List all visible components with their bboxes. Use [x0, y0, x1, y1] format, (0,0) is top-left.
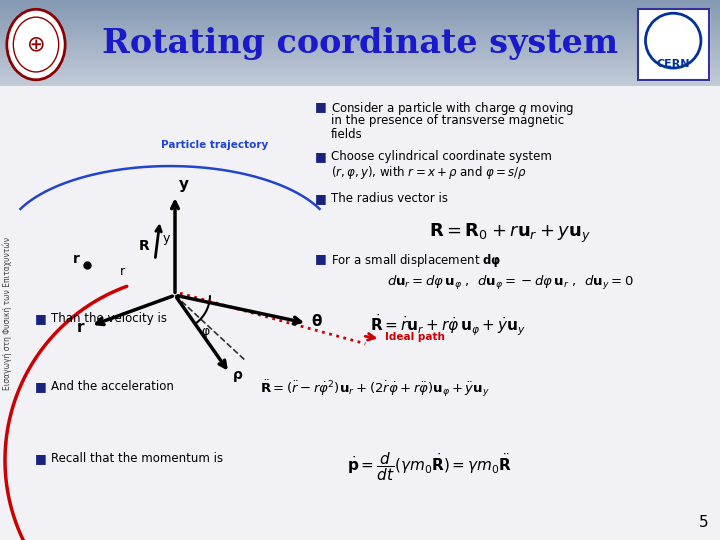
Bar — [0, 17, 720, 20]
Bar — [0, 80, 720, 84]
Bar — [0, 78, 720, 80]
Bar — [0, 26, 720, 29]
Text: Εισαγωγή στη Φυσική των Επιταχυντών: Εισαγωγή στη Φυσική των Επιταχυντών — [2, 237, 12, 390]
Text: $\ddot{\mathbf{R}} = (\ddot{r} - r\dot{\varphi}^2)\mathbf{u}_r + (2\dot{r}\dot{\: $\ddot{\mathbf{R}} = (\ddot{r} - r\dot{\… — [260, 378, 490, 399]
Bar — [0, 0, 720, 3]
Bar — [0, 72, 720, 75]
Text: ■: ■ — [35, 312, 47, 325]
Text: $d\mathbf{u}_r = d\varphi\,\mathbf{u}_\varphi$ ,  $d\mathbf{u}_\varphi = -d\varp: $d\mathbf{u}_r = d\varphi\,\mathbf{u}_\v… — [387, 274, 634, 292]
Text: R: R — [139, 239, 150, 253]
Text: Particle trajectory: Particle trajectory — [161, 140, 269, 150]
Text: 5: 5 — [698, 515, 708, 530]
Text: ■: ■ — [35, 452, 47, 465]
Text: And the acceleration: And the acceleration — [51, 380, 174, 393]
Text: r: r — [76, 320, 84, 335]
Text: Consider a particle with charge $q$ moving: Consider a particle with charge $q$ movi… — [331, 100, 575, 117]
Text: Choose cylindrical coordinate system: Choose cylindrical coordinate system — [331, 150, 552, 163]
Bar — [0, 84, 720, 86]
Text: ρ: ρ — [233, 368, 243, 382]
Bar — [0, 11, 720, 15]
Bar — [0, 52, 720, 55]
Bar — [0, 37, 720, 40]
Text: r: r — [120, 265, 125, 278]
Bar — [0, 40, 720, 43]
Text: ■: ■ — [35, 380, 47, 393]
Text: Rotating coordinate system: Rotating coordinate system — [102, 26, 618, 60]
Bar — [0, 9, 720, 11]
Text: Than the velocity is: Than the velocity is — [51, 312, 167, 325]
Bar — [0, 75, 720, 78]
Text: $\dot{\mathbf{p}} = \dfrac{d}{dt}(\gamma m_0 \dot{\mathbf{R}}) = \gamma m_0 \ddo: $\dot{\mathbf{p}} = \dfrac{d}{dt}(\gamma… — [347, 450, 513, 483]
Bar — [0, 49, 720, 52]
Text: ■: ■ — [315, 100, 327, 113]
Text: r: r — [73, 252, 80, 266]
Text: y: y — [179, 177, 189, 192]
Text: $(r,\varphi,y)$, with $r = x+\rho$ and $\varphi = s/\rho$: $(r,\varphi,y)$, with $r = x+\rho$ and $… — [331, 164, 527, 181]
Bar — [0, 6, 720, 9]
Text: ■: ■ — [315, 150, 327, 163]
Bar — [0, 60, 720, 63]
Text: For a small displacement $\mathbf{d\varphi}$: For a small displacement $\mathbf{d\varp… — [331, 252, 501, 269]
Bar — [0, 23, 720, 26]
Bar — [0, 32, 720, 35]
Bar — [0, 20, 720, 23]
Bar — [0, 46, 720, 49]
Text: ■: ■ — [315, 252, 327, 265]
Text: fields: fields — [331, 129, 363, 141]
Text: θ: θ — [311, 314, 321, 329]
Text: ■: ■ — [315, 192, 327, 205]
Bar — [0, 55, 720, 58]
Text: Recall that the momentum is: Recall that the momentum is — [51, 452, 223, 465]
Text: CERN: CERN — [657, 59, 690, 69]
Text: $\mathbf{R} = \mathbf{R}_0 + r\mathbf{u}_r + y\mathbf{u}_y$: $\mathbf{R} = \mathbf{R}_0 + r\mathbf{u}… — [429, 222, 591, 246]
Bar — [0, 29, 720, 32]
Text: Ideal path: Ideal path — [385, 332, 445, 342]
Text: ⊕: ⊕ — [27, 35, 45, 55]
Bar — [0, 69, 720, 72]
Bar — [0, 66, 720, 69]
Bar — [0, 63, 720, 66]
Bar — [0, 3, 720, 6]
Bar — [0, 35, 720, 37]
Text: $\dot{\mathbf{R}} = \dot{r}\mathbf{u}_r + r\dot{\varphi}\,\mathbf{u}_\varphi + \: $\dot{\mathbf{R}} = \dot{r}\mathbf{u}_r … — [370, 312, 526, 338]
Bar — [0, 43, 720, 46]
Text: y: y — [163, 232, 171, 245]
Bar — [0, 15, 720, 17]
Text: in the presence of transverse magnetic: in the presence of transverse magnetic — [331, 114, 564, 127]
Text: φ: φ — [201, 325, 210, 338]
Bar — [0, 58, 720, 60]
Circle shape — [7, 9, 66, 80]
Text: The radius vector is: The radius vector is — [331, 192, 448, 205]
